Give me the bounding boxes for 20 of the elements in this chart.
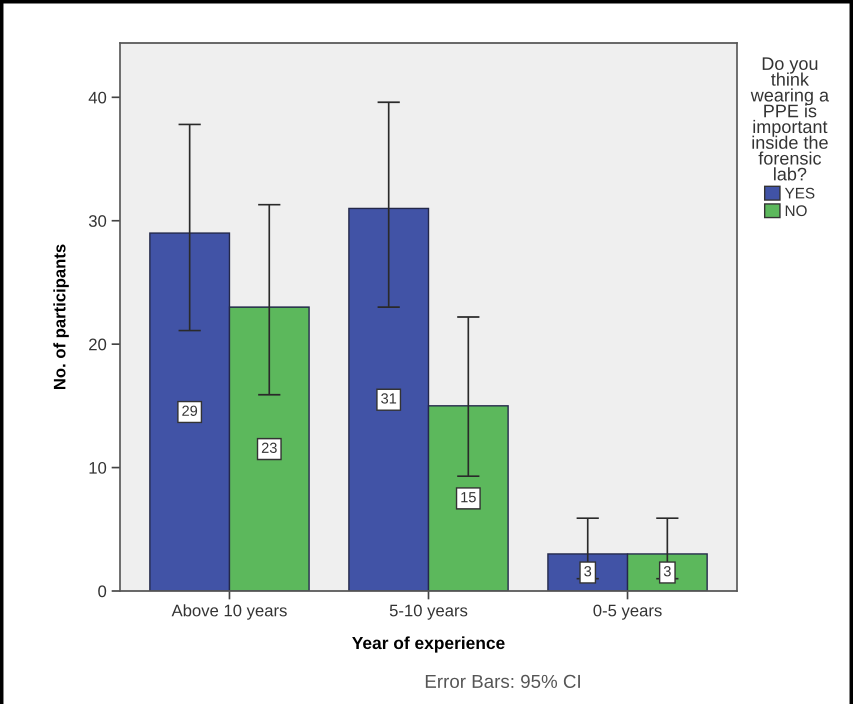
- x-axis-title: Year of experience: [352, 636, 505, 653]
- x-tick-label: Above 10 years: [172, 604, 287, 620]
- y-tick-label: 20: [89, 338, 106, 350]
- data-label: 3: [664, 566, 671, 576]
- y-tick-label: 10: [90, 462, 106, 474]
- data-label: 31: [381, 393, 396, 404]
- y-tick-label: 40: [88, 92, 106, 104]
- x-tick-label: 0-5 years: [593, 604, 662, 620]
- y-tick-label: 30: [88, 215, 106, 227]
- legend-title: Do you think wearing a PPE is important inside the forensic lab?: [750, 57, 830, 181]
- data-label: 29: [182, 406, 198, 416]
- legend-label: YES: [784, 188, 814, 199]
- y-axis-title: No. of participants: [53, 244, 69, 390]
- data-label: 3: [584, 566, 592, 576]
- data-label: 23: [262, 442, 277, 453]
- text: Error Bars: 95% CI: [426, 674, 580, 688]
- y-tick-label: 0: [98, 585, 106, 598]
- legend-label: NO: [786, 205, 807, 216]
- x-tick-label: 5-10 years: [390, 604, 468, 620]
- data-label: 15: [461, 492, 476, 502]
